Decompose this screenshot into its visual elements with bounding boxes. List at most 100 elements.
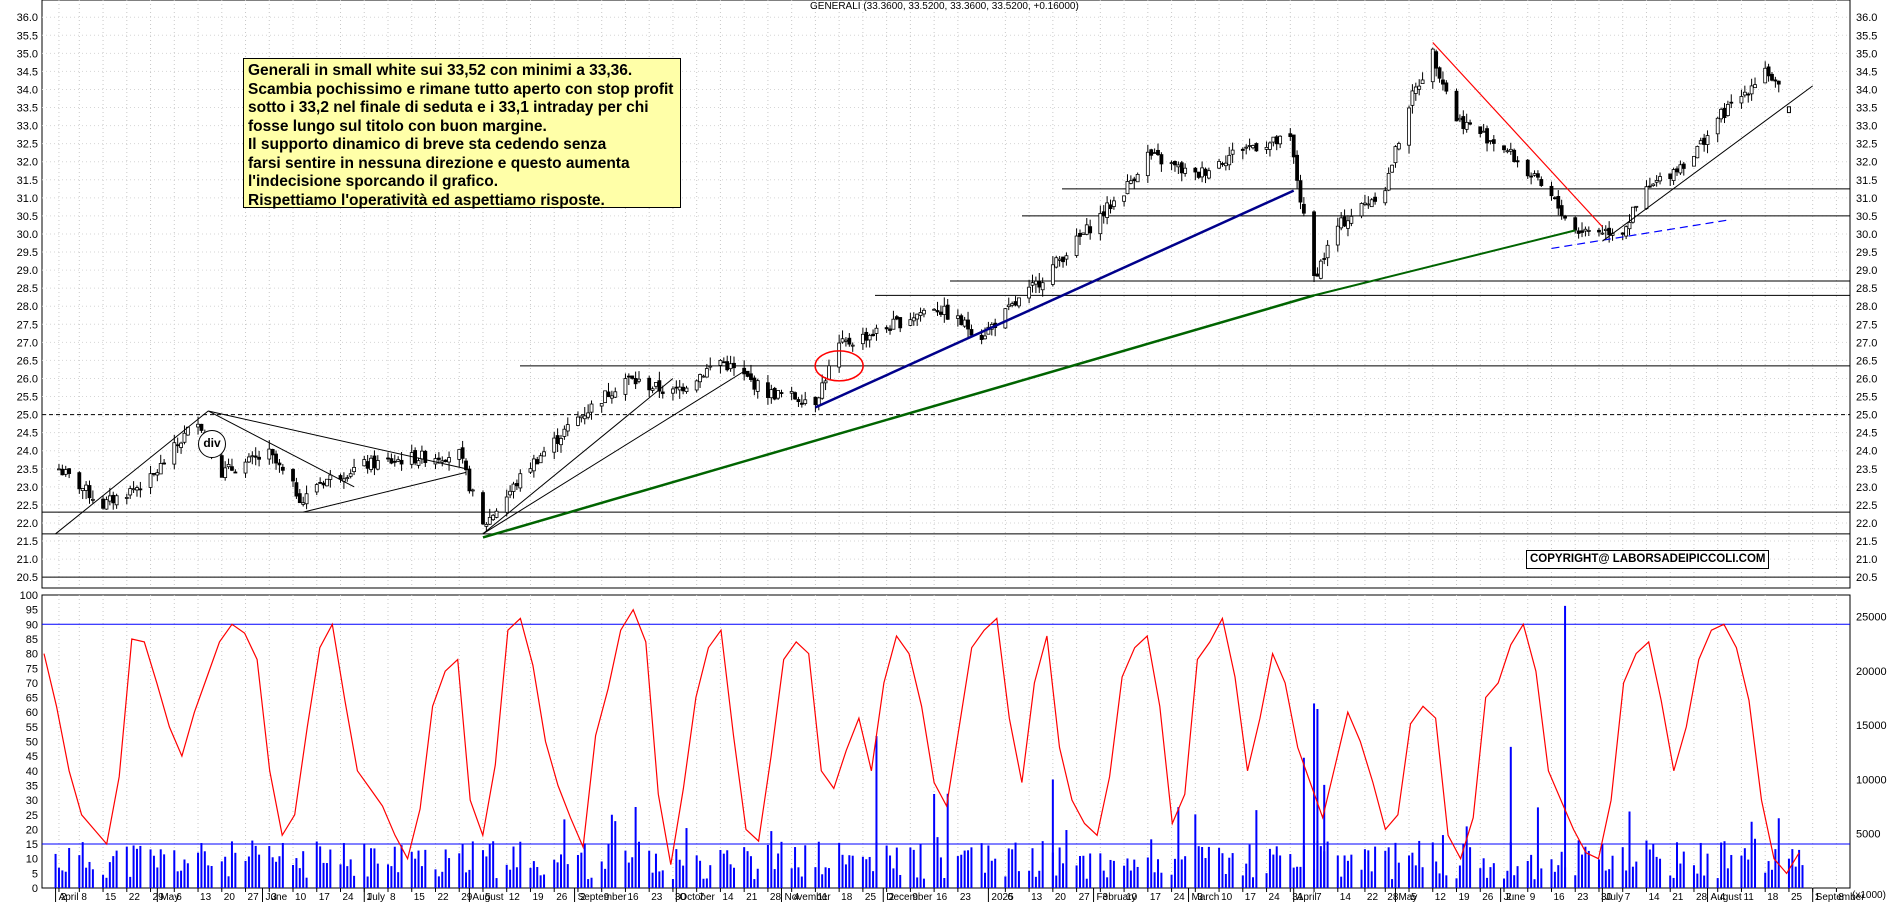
candle-body (280, 466, 285, 471)
x-tick-label: 16 (1553, 892, 1565, 902)
candle-body (1749, 85, 1754, 95)
note-line: Il supporto dinamico di breve sta cedend… (248, 136, 607, 153)
candle-body (1088, 226, 1093, 234)
candle-body (158, 463, 163, 475)
candle-body (603, 390, 607, 404)
candle-body (1200, 167, 1205, 178)
candle-body (630, 375, 635, 379)
candle-body (257, 456, 261, 460)
price-tick-label-right: 26.0 (1856, 373, 1877, 385)
candle-body (1651, 183, 1656, 187)
candle-body (1064, 255, 1069, 260)
price-tick-label-right: 26.5 (1856, 355, 1877, 367)
price-tick-label-left: 30.0 (17, 229, 38, 241)
candle-body (301, 502, 306, 505)
candle-body (1725, 104, 1730, 116)
candle-body (484, 524, 489, 527)
candle-body (918, 312, 923, 316)
price-tick-label-right: 24.5 (1856, 428, 1877, 440)
analysis-note: Generali in small white sui 33,52 con mi… (243, 58, 681, 209)
candle-body (671, 388, 675, 394)
x-tick-label: 20 (1055, 892, 1067, 902)
candle-body (1132, 178, 1137, 182)
candle-body (1654, 180, 1659, 183)
candle-body (1512, 149, 1517, 162)
candle-body (511, 483, 516, 492)
candle-body (582, 415, 587, 420)
candle-body (1390, 164, 1394, 173)
oscillator-tick-label: 40 (26, 766, 38, 778)
candle-body (725, 361, 730, 371)
candle-body (728, 363, 733, 370)
candle-body (1396, 143, 1401, 150)
price-tick-label-left: 28.5 (17, 283, 38, 295)
x-tick-label: 29 (153, 892, 165, 902)
candle-body (1647, 185, 1652, 188)
candle-body (1149, 149, 1154, 156)
uptrend-line (814, 189, 1295, 409)
month-label: August (472, 892, 503, 902)
candle-body (1549, 185, 1554, 197)
candle-body (233, 471, 238, 474)
candle-body (1532, 173, 1537, 176)
price-tick-label-right: 23.5 (1856, 464, 1877, 476)
x-tick-label: 22 (129, 892, 141, 902)
candle-body (1430, 48, 1435, 83)
month-label: June (265, 892, 287, 902)
x-tick-label: 20 (224, 892, 236, 902)
candle-body (1254, 143, 1259, 152)
candle-body (1318, 260, 1323, 279)
x-tick-label: 28 (770, 892, 782, 902)
candle-body (423, 450, 428, 463)
oscillator-tick-label: 75 (26, 663, 38, 675)
candle-body (983, 335, 987, 340)
price-tick-label-right: 27.0 (1856, 337, 1877, 349)
price-panel-frame (41, 0, 1851, 589)
candle-body (84, 484, 88, 491)
candle-body (386, 457, 390, 460)
candle-body (1159, 154, 1164, 165)
candle-body (1420, 79, 1425, 84)
price-tick-label-right: 28.0 (1856, 301, 1877, 313)
month-label: June (1504, 892, 1526, 902)
candle-body (1295, 154, 1299, 181)
candle-body (396, 459, 401, 462)
candle-body (1644, 186, 1649, 210)
candle-body (467, 468, 472, 492)
candle-body (1033, 280, 1038, 285)
price-tick-label-left: 24.5 (17, 428, 38, 440)
oscillator-tick-label: 25 (26, 810, 38, 822)
candle-body (1556, 196, 1561, 209)
candle-body (372, 455, 377, 469)
triangle-inner-line (207, 410, 355, 488)
candle-body (1179, 162, 1184, 174)
candle-body (864, 331, 869, 341)
candle-body (1478, 126, 1483, 134)
candle-body (104, 499, 109, 510)
x-tick-label: 11 (817, 892, 828, 902)
x-tick-label: 26 (1482, 892, 1494, 902)
price-tick-label-left: 33.0 (17, 121, 38, 133)
candle-body (908, 319, 913, 326)
candle-body (226, 463, 231, 468)
x-tick-label: 9 (604, 892, 610, 902)
price-tick-label-left: 21.0 (17, 554, 38, 566)
price-tick-label-left: 28.0 (17, 301, 38, 313)
price-tick-label-left: 25.5 (17, 392, 38, 404)
candle-body (487, 517, 492, 525)
candle-body (1559, 205, 1564, 216)
candle-body (1583, 228, 1588, 232)
candle-body (660, 391, 665, 394)
x-tick-label: 8 (1838, 892, 1844, 902)
candle-body (966, 319, 970, 330)
price-tick-label-right: 33.5 (1856, 103, 1877, 115)
candle-body (576, 416, 580, 426)
candle-body (708, 365, 713, 368)
x-tick-label: 19 (532, 892, 544, 902)
candle-body (1786, 106, 1791, 114)
x-tick-label: 1 (366, 892, 372, 902)
copyright-label: COPYRIGHT@ LABORSADEIPICCOLI.COM (1526, 550, 1770, 569)
candle-body (1288, 133, 1293, 137)
candle-body (1702, 137, 1707, 145)
